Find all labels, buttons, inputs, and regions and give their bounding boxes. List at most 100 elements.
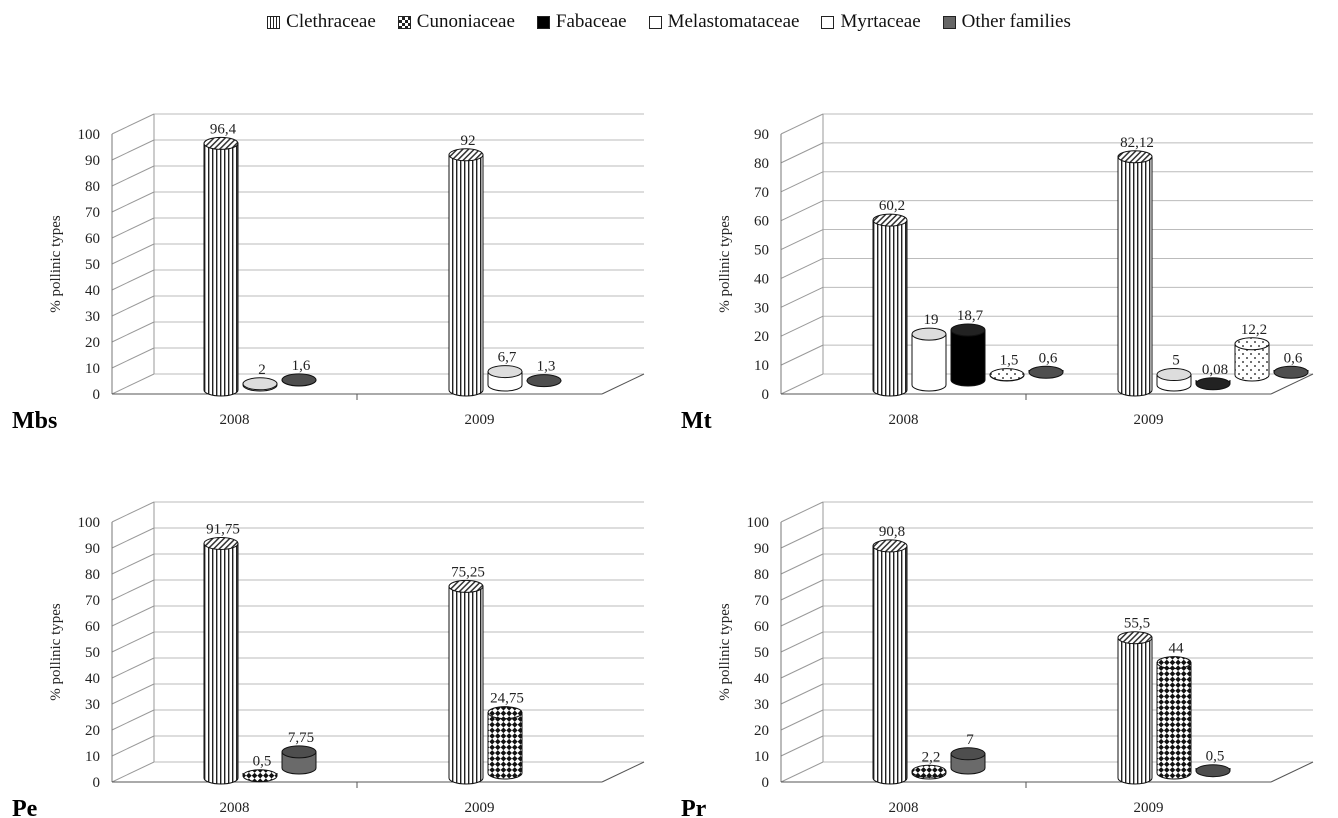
y-tick-label: 70 [754, 593, 769, 609]
y-tick-label: 100 [747, 515, 770, 531]
bar-clethraceae-2009-top [1117, 150, 1153, 164]
bar-fabaceae-2008 [950, 323, 986, 387]
gridline-side [111, 553, 155, 575]
y-tick-label: 90 [754, 541, 769, 557]
data-label-clethraceae-2008: 96,4 [210, 121, 237, 137]
data-label-myrtaceae-2009: 6,7 [498, 350, 517, 366]
y-tick-label: 70 [754, 185, 769, 201]
legend-swatch-melastomataceae [648, 15, 662, 29]
y-tick-label: 40 [754, 271, 769, 287]
bar-cunoniaceae-2008 [242, 769, 278, 783]
gridline-side [780, 257, 824, 279]
bar-cunoniaceae-2008-top [242, 769, 278, 783]
bar-cunoniaceae-2009-top [1156, 656, 1192, 670]
y-tick-label: 50 [754, 645, 769, 661]
bar-myrtaceae-2008-body [911, 333, 947, 392]
gridline-side [111, 139, 155, 161]
data-label-fabaceae-2009: 0,08 [1202, 362, 1228, 378]
data-label-clethraceae-2009: 82,12 [1120, 135, 1154, 151]
data-label-melastomataceae-2008: 1,5 [1000, 353, 1019, 369]
bar-clethraceae-2009-body [448, 585, 484, 785]
bar-other-families-2008 [281, 373, 317, 387]
bar-melastomataceae-2008-top [989, 368, 1025, 382]
bar-melastomataceae-2009-top [1234, 337, 1270, 351]
bar-myrtaceae-2009-top [487, 365, 523, 379]
x-category-label: 2008 [220, 412, 250, 428]
bar-cunoniaceae-2008-top [911, 764, 947, 778]
chart-pr: 0 10 20 30 40 50 60 70 80 90 100 % pollinic types Pr… [681, 501, 1314, 818]
data-label-clethraceae-2008: 60,2 [879, 198, 905, 214]
bar-cunoniaceae-2009 [1156, 656, 1192, 780]
y-tick-label: 20 [85, 723, 100, 739]
legend-label-other-families: Other families [961, 11, 1071, 32]
x-category-label: 2008 [889, 800, 919, 816]
bar-melastomataceae-2009-body [1234, 343, 1270, 382]
bar-melastomataceae-2009 [1234, 337, 1270, 382]
bar-other-families-2008 [1028, 365, 1064, 379]
y-tick-label: 80 [85, 567, 100, 583]
gridline-side [780, 683, 824, 705]
data-label-other-families-2008: 7 [966, 732, 974, 748]
data-label-clethraceae-2009: 55,5 [1124, 616, 1150, 632]
y-tick-label: 10 [85, 361, 100, 377]
y-tick-label: 100 [78, 127, 101, 143]
gridline-side [780, 142, 824, 164]
bar-cunoniaceae-2009-body [487, 712, 523, 780]
legend-label-cunoniaceae: Cunoniaceae [416, 11, 515, 32]
y-tick-label: 60 [85, 231, 100, 247]
y-tick-label: 90 [754, 127, 769, 143]
legend-item-cunoniaceae: Cunoniaceae [397, 11, 515, 33]
data-label-other-families-2008: 1,6 [292, 358, 311, 374]
gridline-side [111, 321, 155, 343]
bar-clethraceae-2009 [1117, 150, 1153, 397]
bar-fabaceae-2009-top [1195, 377, 1231, 391]
bar-myrtaceae-2008 [911, 327, 947, 392]
bar-myrtaceae-2008 [242, 377, 278, 392]
x-category-label: 2008 [220, 800, 250, 816]
y-axis-title: % pollinic types [48, 603, 64, 701]
y-tick-label: 30 [85, 309, 100, 325]
bar-cunoniaceae-2009-top [487, 706, 523, 720]
data-label-clethraceae-2009: 92 [461, 133, 476, 149]
y-tick-label: 40 [85, 671, 100, 687]
y-tick-label: 0 [93, 387, 101, 403]
data-label-myrtaceae-2009: 5 [1172, 353, 1180, 369]
gridline-side [111, 295, 155, 317]
data-label-clethraceae-2008: 90,8 [879, 524, 905, 540]
gridline-side [780, 631, 824, 653]
floor-edge [601, 761, 645, 783]
y-tick-label: 70 [85, 205, 100, 221]
legend-label-myrtaceae: Myrtaceae [840, 11, 921, 32]
y-tick-label: 20 [754, 329, 769, 345]
gridline-side [111, 217, 155, 239]
bar-myrtaceae-2009 [487, 365, 523, 392]
legend-swatch-myrtaceae [821, 15, 835, 29]
gridline-side [780, 553, 824, 575]
data-label-myrtaceae-2008: 2 [258, 362, 266, 378]
bar-clethraceae-2008 [872, 213, 908, 397]
y-tick-label: 60 [85, 619, 100, 635]
y-tick-label: 90 [85, 153, 100, 169]
bar-clethraceae-2009-body [1117, 156, 1153, 397]
bar-clethraceae-2008-body [203, 142, 239, 397]
y-tick-label: 10 [754, 749, 769, 765]
gridline-side [780, 579, 824, 601]
y-tick-label: 50 [85, 257, 100, 273]
y-tick-label: 80 [754, 156, 769, 172]
y-tick-label: 60 [754, 619, 769, 635]
gridline-side [111, 761, 155, 783]
floor-edge [1270, 761, 1314, 783]
bar-clethraceae-2008-body [203, 542, 239, 785]
y-tick-label: 10 [85, 749, 100, 765]
y-tick-label: 50 [85, 645, 100, 661]
bar-cunoniaceae-2009-body [1156, 662, 1192, 780]
y-tick-label: 100 [78, 515, 101, 531]
site-label: Mt [681, 408, 712, 434]
y-tick-label: 30 [85, 697, 100, 713]
bar-myrtaceae-2009 [1156, 368, 1192, 392]
data-label-other-families-2009: 1,3 [537, 359, 556, 375]
gridline-side [780, 527, 824, 549]
bar-other-families-2008 [281, 745, 317, 775]
gridline-side [780, 113, 824, 135]
chart-pe: 0 10 20 30 40 50 60 70 80 90 100 % pollinic types Pe… [12, 501, 645, 818]
